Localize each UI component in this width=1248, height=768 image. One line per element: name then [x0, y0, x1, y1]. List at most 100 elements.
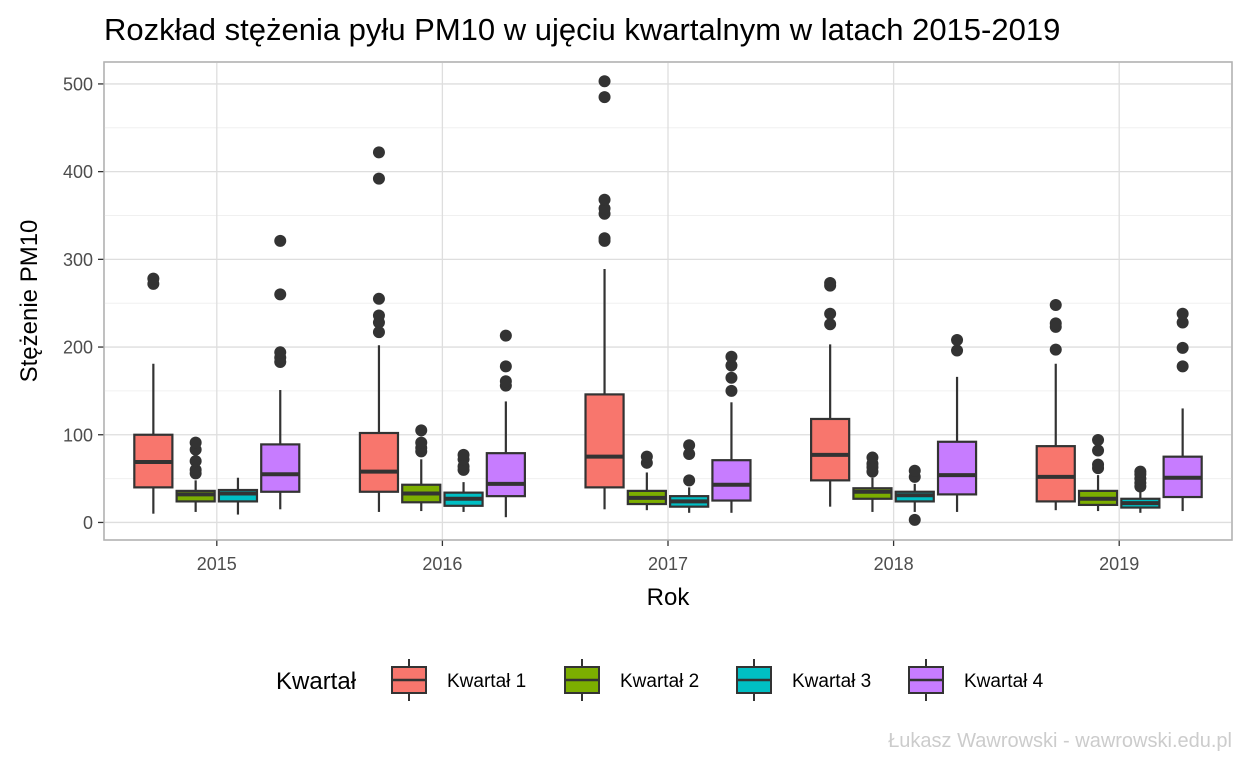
caption: Łukasz Wawrowski - wawrowski.edu.pl	[888, 730, 1232, 752]
outlier-point	[725, 359, 738, 372]
plot-border	[103, 61, 1233, 541]
outlier-point	[1049, 343, 1062, 356]
x-tick-label: 2016	[422, 554, 462, 574]
legend-label: Kwartał 4	[964, 671, 1044, 692]
box-kwartal-1-2015	[133, 272, 174, 514]
box-kwartal-1-2016	[358, 146, 400, 512]
y-tick-label: 200	[63, 338, 93, 358]
y-tick-label: 100	[63, 425, 93, 445]
outlier-point	[951, 344, 964, 357]
outlier-point	[683, 448, 696, 461]
box-body	[584, 393, 625, 489]
box-body	[260, 443, 301, 493]
outlier-point	[1176, 360, 1189, 373]
legend-title: Kwartał	[276, 668, 357, 695]
outlier-point	[824, 277, 837, 290]
box-kwartal-4-2016	[485, 329, 526, 518]
outlier-point	[415, 424, 428, 437]
box-kwartal-2-2016	[401, 424, 442, 512]
outlier-point	[499, 360, 512, 373]
chart-title: Rozkład stężenia pyłu PM10 w ujęciu kwar…	[104, 12, 1060, 47]
outlier-point	[598, 202, 611, 215]
outlier-point	[274, 346, 287, 359]
outlier-point	[598, 232, 611, 245]
outlier-point	[683, 474, 696, 487]
legend-item-4: Kwartał 4	[908, 659, 1044, 701]
outlier-point	[1092, 434, 1105, 447]
x-axis-ticks: 2015 2016 2017 2018 2019	[197, 540, 1139, 574]
box-kwartal-1-2017	[584, 75, 625, 510]
legend-item-1: Kwartał 1	[391, 659, 526, 701]
outlier-point	[415, 436, 428, 449]
outlier-point	[372, 292, 385, 305]
y-axis-ticks: 0 100 200 300 400 500	[63, 74, 104, 533]
outlier-point	[499, 375, 512, 388]
outlier-point	[274, 234, 287, 247]
box-body	[711, 459, 752, 502]
outlier-point	[598, 193, 611, 206]
box-body	[810, 417, 851, 482]
outlier-point	[598, 91, 611, 104]
outlier-point	[1176, 307, 1189, 320]
y-tick-label: 500	[63, 74, 93, 94]
box-body	[358, 431, 400, 493]
legend-item-3: Kwartał 3	[736, 659, 871, 701]
box-kwartal-1-2018	[810, 277, 851, 507]
box-kwartal-2-2017	[626, 450, 667, 511]
box-kwartal-3-2019	[1120, 465, 1161, 513]
outlier-point	[372, 146, 385, 159]
x-tick-label: 2019	[1099, 554, 1139, 574]
legend-label: Kwartał 2	[620, 671, 699, 692]
box-kwartal-3-2016	[443, 448, 484, 512]
y-tick-label: 400	[63, 162, 93, 182]
box-kwartal-1-2019	[1035, 298, 1076, 511]
box-kwartal-4-2019	[1162, 307, 1203, 512]
outlier-point	[1176, 316, 1189, 329]
outlier-point	[372, 309, 385, 322]
outlier-point	[499, 329, 512, 342]
outlier-point	[683, 439, 696, 452]
outlier-point	[824, 318, 837, 331]
box-body	[217, 488, 259, 503]
box-kwartal-3-2015	[217, 477, 259, 515]
x-tick-label: 2017	[648, 554, 688, 574]
y-tick-label: 300	[63, 250, 93, 270]
x-axis-title: Rok	[647, 584, 691, 611]
outlier-point	[1092, 444, 1105, 457]
y-axis-title: Stężenie PM10	[16, 220, 43, 383]
y-tick-label: 0	[83, 513, 93, 533]
outlier-point	[824, 307, 837, 320]
outlier-point	[725, 384, 738, 397]
outlier-point	[725, 371, 738, 384]
legend-label: Kwartał 3	[792, 671, 871, 692]
box-body	[936, 440, 978, 496]
outlier-point	[372, 172, 385, 185]
outlier-point	[908, 513, 921, 526]
box-kwartal-3-2018	[894, 464, 935, 526]
box-kwartal-4-2017	[711, 350, 752, 513]
outlier-point	[1049, 298, 1062, 311]
outlier-point	[1134, 465, 1147, 478]
x-tick-label: 2018	[874, 554, 914, 574]
outlier-point	[189, 436, 202, 449]
outlier-point	[274, 288, 287, 301]
box-kwartal-3-2017	[669, 439, 710, 513]
box-marks	[133, 75, 1203, 526]
outlier-point	[908, 464, 921, 477]
legend: Kwartał Kwartał 1 Kwartał 2 Kwartał 3 Kwart…	[276, 659, 1044, 701]
outlier-point	[189, 463, 202, 476]
box-body	[485, 452, 526, 498]
outlier-point	[1092, 458, 1105, 471]
x-tick-label: 2015	[197, 554, 237, 574]
box-kwartal-4-2018	[936, 334, 978, 512]
legend-item-2: Kwartał 2	[564, 659, 699, 701]
legend-label: Kwartał 1	[447, 671, 526, 692]
outlier-point	[640, 450, 653, 463]
outlier-point	[372, 326, 385, 339]
outlier-point	[189, 455, 202, 468]
box-kwartal-2-2018	[852, 451, 893, 512]
outlier-point	[1176, 341, 1189, 354]
outlier-point	[866, 451, 879, 464]
outlier-point	[951, 334, 964, 347]
